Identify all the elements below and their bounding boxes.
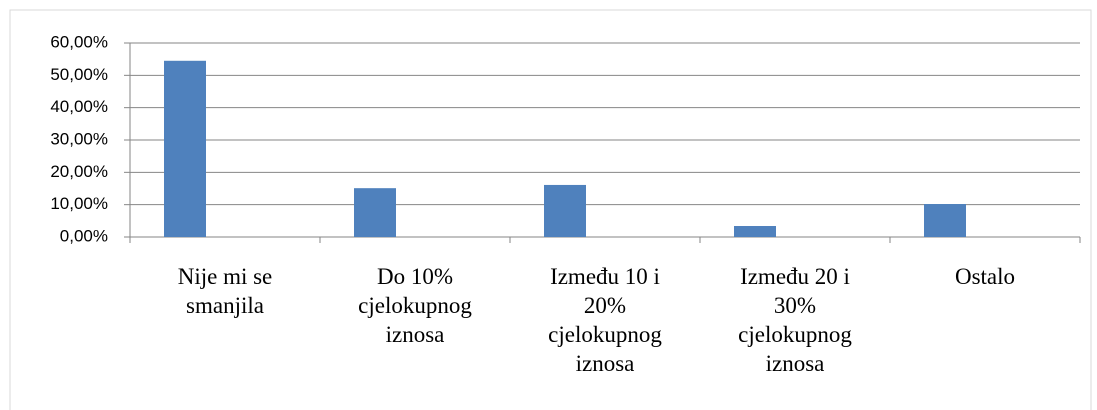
- x-tick-label: Između 10 i 20% cjelokupnog iznosa: [548, 264, 662, 376]
- bar: [544, 184, 586, 237]
- y-tick-label: 0,00%: [60, 226, 108, 245]
- x-tick-label: Do 10% cjelokupnog iznosa: [358, 264, 472, 347]
- bar: [734, 226, 776, 237]
- x-tick-label: Između 20 i 30% cjelokupnog iznosa: [738, 264, 852, 376]
- y-tick-label: 30,00%: [50, 129, 108, 148]
- y-tick-label: 60,00%: [50, 32, 108, 51]
- chart-border: [9, 9, 1092, 410]
- y-tick-label: 10,00%: [50, 194, 108, 213]
- y-tick-label: 40,00%: [50, 97, 108, 116]
- bar: [164, 60, 206, 238]
- bar: [924, 204, 966, 237]
- y-tick-label: 50,00%: [50, 65, 108, 84]
- x-tick-label: Nije mi se smanjila: [177, 264, 273, 318]
- bar: [354, 188, 396, 237]
- x-tick-label: Ostalo: [954, 264, 1016, 289]
- y-tick-label: 20,00%: [50, 162, 108, 181]
